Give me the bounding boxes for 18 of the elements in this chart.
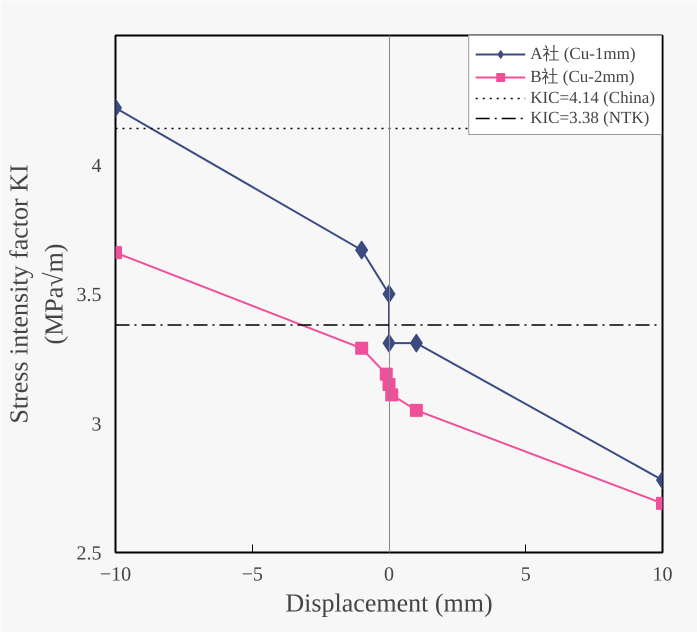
x-axis-title: Displacement (mm) xyxy=(285,588,493,618)
y-axis-title: Stress intensity factor KI (MPa√m) xyxy=(4,164,68,424)
y-tick-label: 3.5 xyxy=(76,284,102,306)
legend-label: A社 (Cu-1mm) xyxy=(530,43,636,65)
x-tick-label: 0 xyxy=(384,564,394,586)
x-tick-label: 5 xyxy=(520,564,531,586)
point xyxy=(385,388,398,402)
y-tick-label: 4 xyxy=(92,154,102,177)
legend-label: KIC=4.14 (China) xyxy=(530,88,655,108)
x-tick-label: −10 xyxy=(100,564,132,586)
x-tick-label: 10 xyxy=(652,564,672,586)
y-tick-label: 3 xyxy=(92,413,102,436)
point xyxy=(355,342,368,355)
legend-label: KIC=3.38 (NTK) xyxy=(530,108,650,128)
legend-label: B社 (Cu-2mm) xyxy=(530,66,635,88)
x-tick-label: −5 xyxy=(242,564,263,586)
y-tick-label: 2.5 xyxy=(76,542,102,564)
point xyxy=(410,404,423,417)
